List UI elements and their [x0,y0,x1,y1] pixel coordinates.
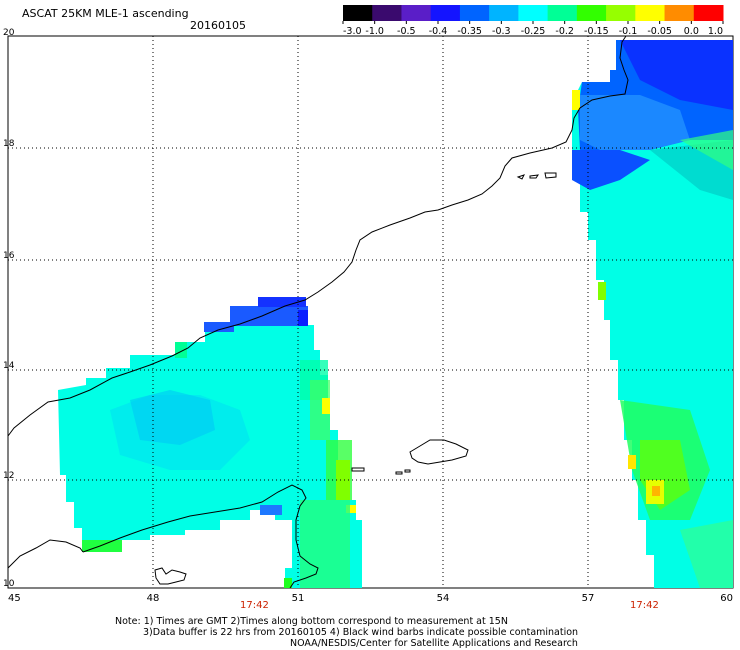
note-line-3: NOAA/NESDIS/Center for Satellite Applica… [290,638,578,649]
colorbar-swatch [693,5,724,21]
longitude-label: 48 [147,593,160,604]
colorbar-label: -0.4 [429,26,448,37]
colorbar-label: -1.0 [365,26,384,37]
west-swath [58,297,362,588]
product-title: ASCAT 25KM MLE-1 ascending [22,7,189,20]
colorbar-label: 1.0 [708,26,723,37]
latitude-label: 12 [3,471,14,481]
note-line-2: 3)Data buffer is 22 hrs from 20160105 4)… [143,627,579,638]
longitude-label: 51 [292,593,305,604]
coastline [7,35,629,589]
colorbar-swatch [664,5,695,21]
colorbar-swatch [576,5,607,21]
colorbar-label: -0.15 [584,26,609,37]
note-line-1: Note: 1) Times are GMT 2)Times along bot… [115,616,508,627]
colorbar-label: -0.1 [619,26,638,37]
colorbar-swatch [343,5,373,21]
longitude-label: 54 [437,593,450,604]
colorbar-swatch [459,5,490,21]
colorbar-swatch [518,5,549,21]
colorbar-label: 0.0 [684,26,699,37]
colorbar-swatch [489,5,519,21]
colorbar-swatch [547,5,578,21]
colorbar-label: -0.05 [647,26,672,37]
product-date: 20160105 [190,19,246,32]
latitude-label: 18 [3,139,15,149]
latitude-label: 16 [3,251,15,261]
latitude-label: 14 [3,361,15,371]
longitude-label: 45 [8,593,21,604]
latitude-labels: 20 18 16 14 12 10 [3,28,15,589]
colorbar-label: -3.0 [343,26,362,37]
pass-time-east: 17:42 [630,600,659,611]
colorbar: -3.0 -1.0 -0.5 -0.4 -0.35 -0.3 -0.25 -0.2 -0.15-… [342,5,724,37]
latitude-label: 10 [3,579,15,589]
colorbar-label: -0.35 [457,26,482,37]
colorbar-swatch [401,5,432,21]
colorbar-label: -0.5 [397,26,416,37]
colorbar-swatch [606,5,636,21]
colorbar-swatch [372,5,402,21]
longitude-label: 60 [720,593,733,604]
longitude-label: 57 [582,593,595,604]
longitude-labels: 45 48 51 54 57 60 [8,593,733,604]
colorbar-swatch [430,5,461,21]
lat-lon-grid [8,36,733,588]
pass-time-west: 17:42 [240,600,269,611]
colorbar-label: -0.3 [492,26,511,37]
colorbar-label: -0.2 [555,26,574,37]
east-swath [572,40,733,588]
colorbar-label: -0.25 [521,26,546,37]
latitude-label: 20 [3,28,15,38]
colorbar-swatch [635,5,666,21]
